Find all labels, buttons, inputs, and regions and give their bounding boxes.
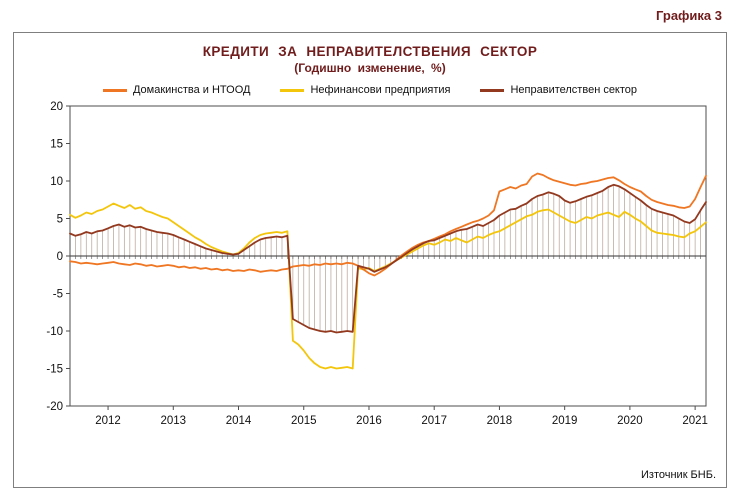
legend-label-households: Домакинства и НТООД (132, 84, 251, 96)
svg-text:2017: 2017 (421, 415, 447, 427)
svg-text:2013: 2013 (160, 415, 186, 427)
households-line-swatch (102, 88, 127, 92)
svg-text:20: 20 (50, 101, 63, 113)
legend-item-nongovernment: Неправителствен сектор (480, 84, 637, 96)
source-note: Източник БНБ. (641, 469, 716, 481)
chart-title: КРЕДИТИ ЗА НЕПРАВИТЕЛСТВЕНИЯ СЕКТОР (202, 44, 538, 59)
svg-text:2015: 2015 (291, 415, 317, 427)
svg-text:5: 5 (57, 214, 63, 226)
legend-item-households: Домакинства и НТООД (102, 84, 251, 96)
svg-text:10: 10 (50, 176, 63, 188)
figure-number: Графика 3 (656, 8, 722, 23)
svg-text:15: 15 (50, 139, 63, 151)
legend-item-nonfinancial: Нефинансови предприятия (280, 84, 450, 96)
legend-label-nonfinancial: Нефинансови предприятия (310, 84, 451, 96)
chart-frame: КРЕДИТИ ЗА НЕПРАВИТЕЛСТВЕНИЯ СЕКТОР (Год… (13, 32, 727, 488)
chart-subtitle: (Годишно изменение, %) (294, 61, 446, 75)
legend: Домакинства и НТООД Нефинансови предприя… (14, 84, 726, 96)
svg-text:2016: 2016 (356, 415, 382, 427)
svg-text:-15: -15 (46, 364, 63, 376)
svg-text:2020: 2020 (617, 415, 643, 427)
svg-text:0: 0 (57, 251, 63, 263)
svg-text:-20: -20 (46, 401, 63, 413)
svg-text:-5: -5 (53, 289, 63, 301)
svg-text:2014: 2014 (226, 415, 252, 427)
legend-label-nongovernment: Неправителствен сектор (510, 84, 638, 96)
nongovernment-line-swatch (480, 88, 505, 92)
svg-text:2018: 2018 (487, 415, 513, 427)
svg-text:2019: 2019 (552, 415, 578, 427)
svg-text:2021: 2021 (682, 415, 708, 427)
nonfinancial-line-swatch (280, 88, 305, 92)
svg-text:-10: -10 (46, 326, 63, 338)
svg-text:2012: 2012 (95, 415, 121, 427)
